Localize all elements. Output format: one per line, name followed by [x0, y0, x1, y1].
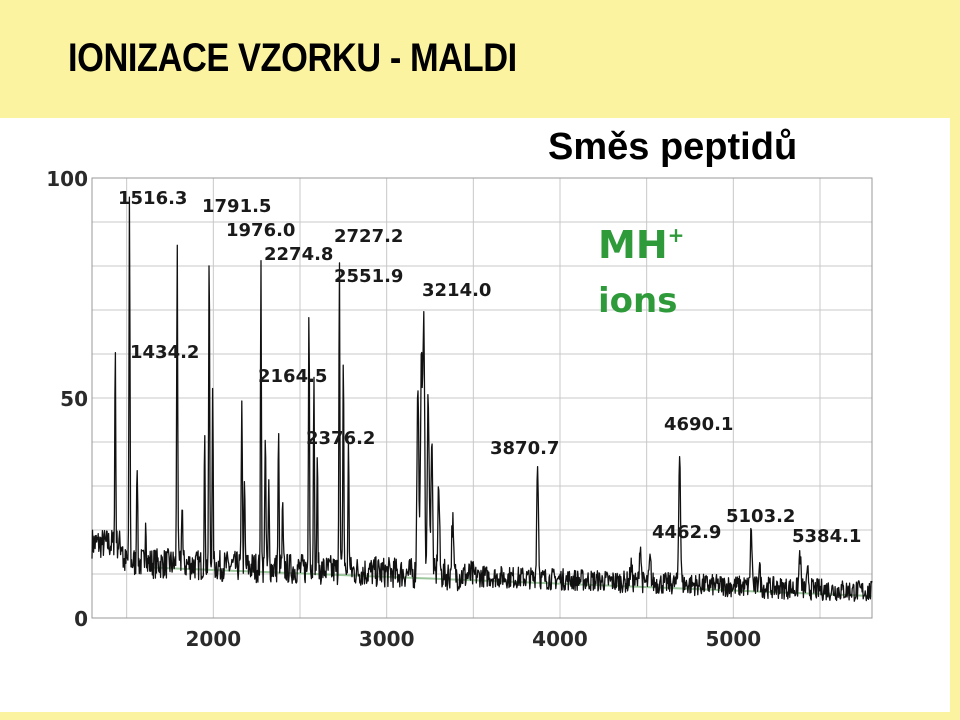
annotation-mh: MH+: [598, 223, 684, 267]
annotation-plus: +: [668, 223, 685, 247]
peak-label: 2376.2: [306, 428, 375, 449]
x-tick-label: 2000: [185, 627, 241, 651]
slide-title: IONIZACE VZORKU - MALDI: [68, 36, 517, 80]
peak-label: 1434.2: [130, 342, 199, 363]
x-tick-label: 3000: [359, 627, 415, 651]
peak-label: 5103.2: [726, 506, 795, 527]
peak-labels: 1434.2 1516.3 1791.5 1976.0 2164.5 2274.8 2376…: [118, 188, 861, 547]
peak-label: 3870.7: [490, 438, 559, 459]
peak-label: 4690.1: [664, 414, 733, 435]
annotation-ions: ions: [598, 281, 677, 321]
peak-label: 2164.5: [258, 366, 327, 387]
peak-label: 4462.9: [652, 522, 721, 543]
y-tick-label: 100: [46, 167, 88, 191]
content-panel: [0, 118, 950, 712]
chart-grid: [92, 178, 872, 618]
peak-label: 2274.8: [264, 244, 333, 265]
x-tick-label: 5000: [705, 627, 761, 651]
y-tick-label: 0: [74, 607, 88, 631]
peak-label: 2727.2: [334, 226, 403, 247]
x-tick-label: 4000: [532, 627, 588, 651]
peak-label: 1791.5: [202, 196, 271, 217]
slide-subtitle: Směs peptidů: [548, 126, 798, 168]
peak-label: 3214.0: [422, 280, 491, 301]
plot-frame: [91, 177, 873, 619]
spectrum-line: [91, 196, 873, 602]
peak-label: 1516.3: [118, 188, 187, 209]
axis-ticks: 2000 3000 4000 5000 0 50 100: [46, 167, 761, 651]
y-tick-label: 50: [60, 387, 88, 411]
mh-ions-annotation: MH+ ions: [598, 223, 684, 321]
annotation-mh-text: MH: [598, 223, 668, 267]
peak-label: 2551.9: [334, 266, 403, 287]
peak-label: 5384.1: [792, 526, 861, 547]
peak-label: 1976.0: [226, 220, 295, 241]
